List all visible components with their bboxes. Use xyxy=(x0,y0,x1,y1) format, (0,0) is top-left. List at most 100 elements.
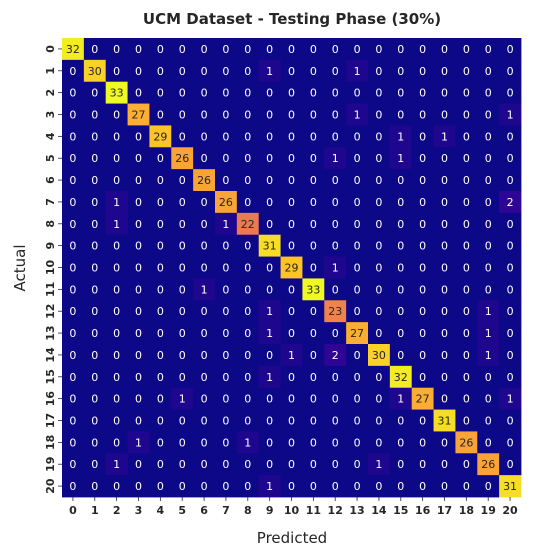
heatmap-cell xyxy=(389,103,413,126)
heatmap-cell xyxy=(324,38,347,61)
cell-value-label: 0 xyxy=(463,240,470,253)
heatmap-cell xyxy=(324,344,347,367)
heatmap-cell xyxy=(215,365,238,389)
heatmap-cell xyxy=(215,344,238,367)
cell-value-label: 0 xyxy=(288,196,295,209)
heatmap-cell xyxy=(62,365,85,389)
heatmap-cell xyxy=(258,256,281,279)
heatmap-cell xyxy=(368,103,391,126)
cell-value-label: 0 xyxy=(179,174,186,187)
heatmap-cell xyxy=(171,322,194,345)
cell-value-label: 31 xyxy=(263,240,277,253)
x-tick-label: 10 xyxy=(284,504,300,517)
cell-value-label: 22 xyxy=(241,218,255,231)
cell-value-label: 0 xyxy=(135,43,142,56)
cell-value-label: 31 xyxy=(438,415,452,428)
cell-value-label: 0 xyxy=(157,436,164,449)
heatmap-cell xyxy=(368,59,391,83)
heatmap-cell xyxy=(193,387,216,410)
cell-value-label: 0 xyxy=(69,371,76,384)
cell-value-label: 0 xyxy=(222,152,229,165)
heatmap-cell xyxy=(127,38,150,61)
heatmap-cell xyxy=(324,59,347,83)
cell-value-label: 0 xyxy=(332,458,339,471)
cell-value-label: 0 xyxy=(332,65,339,78)
cell-value-label: 0 xyxy=(507,415,514,428)
heatmap-cell xyxy=(346,365,369,389)
heatmap-cell xyxy=(411,300,434,323)
cell-value-label: 1 xyxy=(354,65,361,78)
heatmap-cell xyxy=(346,81,369,104)
cell-value-label: 0 xyxy=(463,174,470,187)
heatmap-cell xyxy=(62,278,85,301)
cell-value-label: 0 xyxy=(179,327,186,340)
cell-value-label: 1 xyxy=(485,349,492,362)
cell-value-label: 32 xyxy=(394,371,408,384)
heatmap-cell xyxy=(149,344,172,367)
heatmap-cell xyxy=(411,59,434,83)
heatmap-cell xyxy=(62,103,85,126)
cell-value-label: 0 xyxy=(91,262,98,275)
cell-value-label: 0 xyxy=(179,305,186,318)
heatmap-cell xyxy=(455,212,478,236)
heatmap-cell xyxy=(280,344,303,367)
cell-value-label: 0 xyxy=(222,283,229,296)
heatmap-cell xyxy=(411,38,434,61)
cell-value-label: 0 xyxy=(113,152,120,165)
heatmap-cell xyxy=(411,475,434,498)
cell-value-label: 0 xyxy=(354,305,361,318)
y-tick-label: 5 xyxy=(44,154,57,162)
heatmap-cell xyxy=(280,256,303,279)
heatmap-cell xyxy=(236,365,260,389)
heatmap-cell xyxy=(499,81,522,104)
heatmap-cell xyxy=(455,322,478,345)
heatmap-cell xyxy=(258,169,281,192)
cell-value-label: 0 xyxy=(157,393,164,406)
heatmap-cell xyxy=(302,125,325,148)
heatmap-cell xyxy=(258,59,281,83)
cell-value-label: 0 xyxy=(69,480,76,493)
cell-value-label: 0 xyxy=(463,305,470,318)
cell-value-label: 0 xyxy=(441,458,448,471)
heatmap-cell xyxy=(302,191,325,214)
x-tick-label: 6 xyxy=(200,504,208,517)
heatmap-cell xyxy=(193,431,216,454)
heatmap-cell xyxy=(127,453,150,476)
heatmap-cell xyxy=(411,103,434,126)
cell-value-label: 0 xyxy=(157,43,164,56)
cell-value-label: 0 xyxy=(463,109,470,122)
cell-value-label: 0 xyxy=(310,196,317,209)
heatmap-cell xyxy=(215,387,238,410)
heatmap-cell xyxy=(433,387,456,410)
heatmap-cell xyxy=(280,453,303,476)
cell-value-label: 0 xyxy=(201,415,208,428)
cell-value-label: 0 xyxy=(397,480,404,493)
cell-value-label: 0 xyxy=(157,480,164,493)
heatmap-cell xyxy=(280,125,303,148)
heatmap-cell xyxy=(368,125,391,148)
heatmap-cell xyxy=(83,453,107,476)
cell-value-label: 0 xyxy=(157,218,164,231)
cell-value-label: 0 xyxy=(222,480,229,493)
y-tick-label: 16 xyxy=(44,391,57,407)
cell-value-label: 23 xyxy=(328,305,342,318)
heatmap-cell xyxy=(433,212,456,236)
heatmap-cell xyxy=(127,147,150,170)
cell-value-label: 0 xyxy=(135,327,142,340)
cell-value-label: 0 xyxy=(463,218,470,231)
cell-value-label: 0 xyxy=(507,327,514,340)
heatmap-cell xyxy=(83,212,107,236)
heatmap-cell xyxy=(193,169,216,192)
heatmap-cell xyxy=(236,212,260,236)
cell-value-label: 0 xyxy=(332,218,339,231)
heatmap-cell xyxy=(499,300,522,323)
cell-value-label: 1 xyxy=(397,393,404,406)
cell-value-label: 0 xyxy=(419,218,426,231)
heatmap-cell xyxy=(236,278,260,301)
heatmap-cell xyxy=(346,475,369,498)
cell-value-label: 30 xyxy=(88,65,102,78)
heatmap-cell xyxy=(280,475,303,498)
y-tick-label: 4 xyxy=(44,132,57,140)
cell-value-label: 0 xyxy=(69,130,76,143)
